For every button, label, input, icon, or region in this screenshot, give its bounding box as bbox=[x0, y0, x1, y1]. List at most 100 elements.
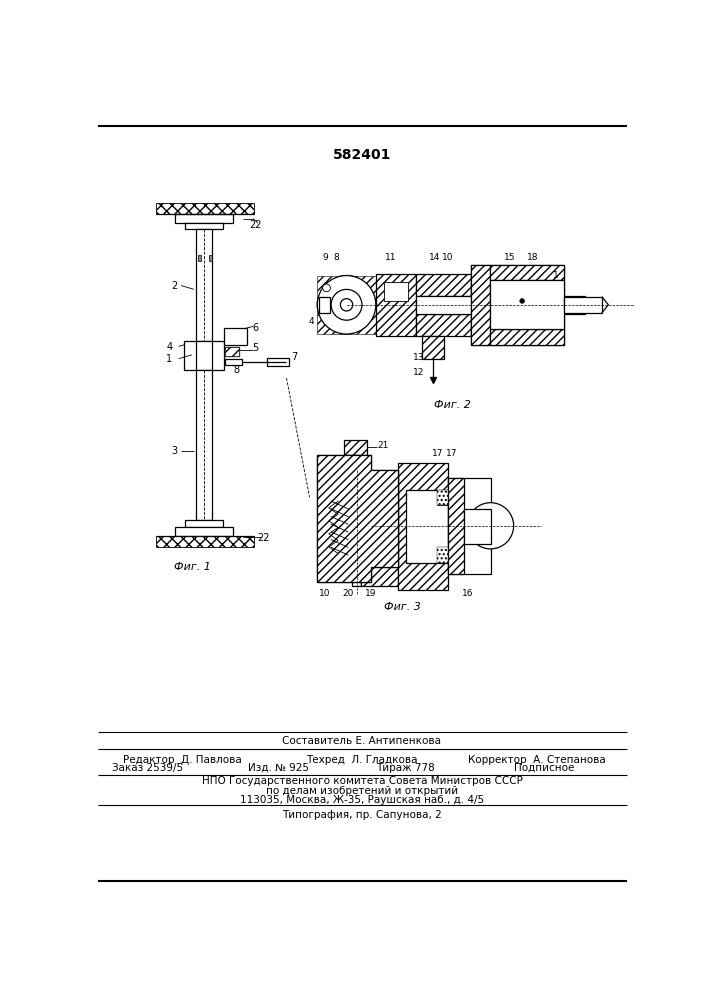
Circle shape bbox=[317, 276, 376, 334]
Text: 8: 8 bbox=[334, 253, 339, 262]
Text: 10: 10 bbox=[443, 253, 454, 262]
Bar bbox=[351, 455, 361, 490]
Bar bbox=[437, 490, 448, 505]
Circle shape bbox=[520, 299, 525, 303]
Text: Составитель Е. Антипенкова: Составитель Е. Антипенкова bbox=[283, 736, 441, 746]
Bar bbox=[225, 347, 239, 356]
Text: 12: 12 bbox=[414, 368, 425, 377]
Text: Типография, пр. Сапунова, 2: Типография, пр. Сапунова, 2 bbox=[282, 810, 442, 820]
Bar bbox=[437, 547, 448, 563]
Bar bbox=[225, 347, 239, 356]
Text: 10: 10 bbox=[320, 589, 331, 598]
Bar bbox=[175, 214, 233, 223]
Bar bbox=[344, 440, 368, 455]
Bar bbox=[184, 341, 224, 370]
Bar bbox=[490, 329, 563, 345]
Bar bbox=[175, 527, 233, 536]
Bar bbox=[344, 440, 368, 455]
Bar bbox=[472, 265, 490, 345]
Bar bbox=[224, 328, 247, 345]
Bar bbox=[472, 265, 563, 345]
Bar bbox=[464, 509, 491, 544]
Text: 22: 22 bbox=[250, 220, 262, 230]
Text: 6: 6 bbox=[252, 323, 259, 333]
Text: 1: 1 bbox=[166, 354, 173, 364]
Bar bbox=[156, 203, 254, 214]
Text: Редактор  Д. Павлова: Редактор Д. Павлова bbox=[123, 755, 242, 765]
Text: 113035, Москва, Ж-35, Раушская наб., д. 4/5: 113035, Москва, Ж-35, Раушская наб., д. … bbox=[240, 795, 484, 805]
Bar bbox=[416, 274, 472, 296]
Circle shape bbox=[340, 299, 353, 311]
Text: 2: 2 bbox=[172, 281, 178, 291]
Bar bbox=[198, 255, 201, 261]
Bar bbox=[398, 463, 448, 590]
Text: Фиг. 1: Фиг. 1 bbox=[174, 562, 211, 572]
Text: 11: 11 bbox=[385, 253, 396, 262]
Circle shape bbox=[317, 276, 376, 334]
Bar bbox=[406, 490, 448, 563]
Bar bbox=[437, 490, 448, 505]
Bar bbox=[353, 486, 359, 493]
Bar bbox=[376, 274, 416, 336]
Text: 14: 14 bbox=[428, 253, 440, 262]
Bar bbox=[563, 297, 602, 312]
Text: 17: 17 bbox=[446, 449, 458, 458]
Circle shape bbox=[331, 289, 362, 320]
Bar bbox=[197, 370, 212, 520]
Bar bbox=[225, 359, 242, 365]
Bar bbox=[383, 282, 408, 301]
Text: Подписное: Подписное bbox=[514, 763, 575, 773]
Text: 582401: 582401 bbox=[333, 148, 391, 162]
Bar bbox=[197, 229, 212, 341]
Text: 7: 7 bbox=[291, 352, 298, 362]
Text: 4: 4 bbox=[308, 317, 314, 326]
Bar bbox=[317, 276, 376, 334]
Text: по делам изобретений и открытий: по делам изобретений и открытий bbox=[266, 786, 458, 796]
Bar bbox=[448, 478, 491, 574]
Bar bbox=[448, 478, 464, 574]
Text: Фиг. 3: Фиг. 3 bbox=[384, 602, 421, 612]
Bar bbox=[422, 336, 443, 359]
Text: 9: 9 bbox=[322, 253, 328, 262]
Circle shape bbox=[467, 503, 514, 549]
Text: 13: 13 bbox=[413, 353, 425, 362]
Bar bbox=[376, 274, 416, 336]
Bar bbox=[156, 536, 254, 547]
Bar bbox=[319, 297, 329, 312]
Text: Изд. № 925: Изд. № 925 bbox=[248, 763, 309, 773]
Bar bbox=[416, 296, 585, 314]
Text: 20: 20 bbox=[342, 589, 354, 598]
Text: 18: 18 bbox=[527, 253, 539, 262]
Circle shape bbox=[327, 553, 339, 565]
Bar bbox=[490, 265, 563, 280]
Bar bbox=[416, 274, 472, 296]
Bar bbox=[448, 478, 464, 574]
Text: 5: 5 bbox=[252, 343, 259, 353]
Text: 15: 15 bbox=[504, 253, 515, 262]
Text: 8: 8 bbox=[233, 365, 240, 375]
Bar bbox=[267, 358, 288, 366]
Text: 3: 3 bbox=[172, 446, 178, 456]
Bar bbox=[437, 547, 448, 563]
Text: 21: 21 bbox=[377, 441, 388, 450]
Bar bbox=[472, 265, 490, 345]
Text: 22: 22 bbox=[257, 533, 269, 543]
Bar bbox=[490, 280, 563, 329]
Bar bbox=[398, 463, 448, 590]
Bar bbox=[209, 255, 212, 261]
Bar bbox=[490, 329, 563, 345]
Bar bbox=[416, 314, 472, 336]
Text: НПО Государственного комитета Совета Министров СССР: НПО Государственного комитета Совета Мин… bbox=[201, 776, 522, 786]
Text: Корректор  А. Степанова: Корректор А. Степанова bbox=[468, 755, 606, 765]
Text: Заказ 2539/5: Заказ 2539/5 bbox=[112, 763, 183, 773]
Text: Техред  Л. Гладкова: Техред Л. Гладкова bbox=[306, 755, 418, 765]
Bar bbox=[371, 509, 464, 544]
Bar bbox=[185, 223, 223, 229]
Circle shape bbox=[322, 284, 330, 292]
Text: Тираж 778: Тираж 778 bbox=[376, 763, 436, 773]
Bar bbox=[422, 336, 443, 359]
Text: 16: 16 bbox=[462, 589, 473, 598]
Text: Фиг. 2: Фиг. 2 bbox=[433, 400, 470, 410]
Text: 19: 19 bbox=[366, 589, 377, 598]
Bar bbox=[352, 490, 361, 586]
